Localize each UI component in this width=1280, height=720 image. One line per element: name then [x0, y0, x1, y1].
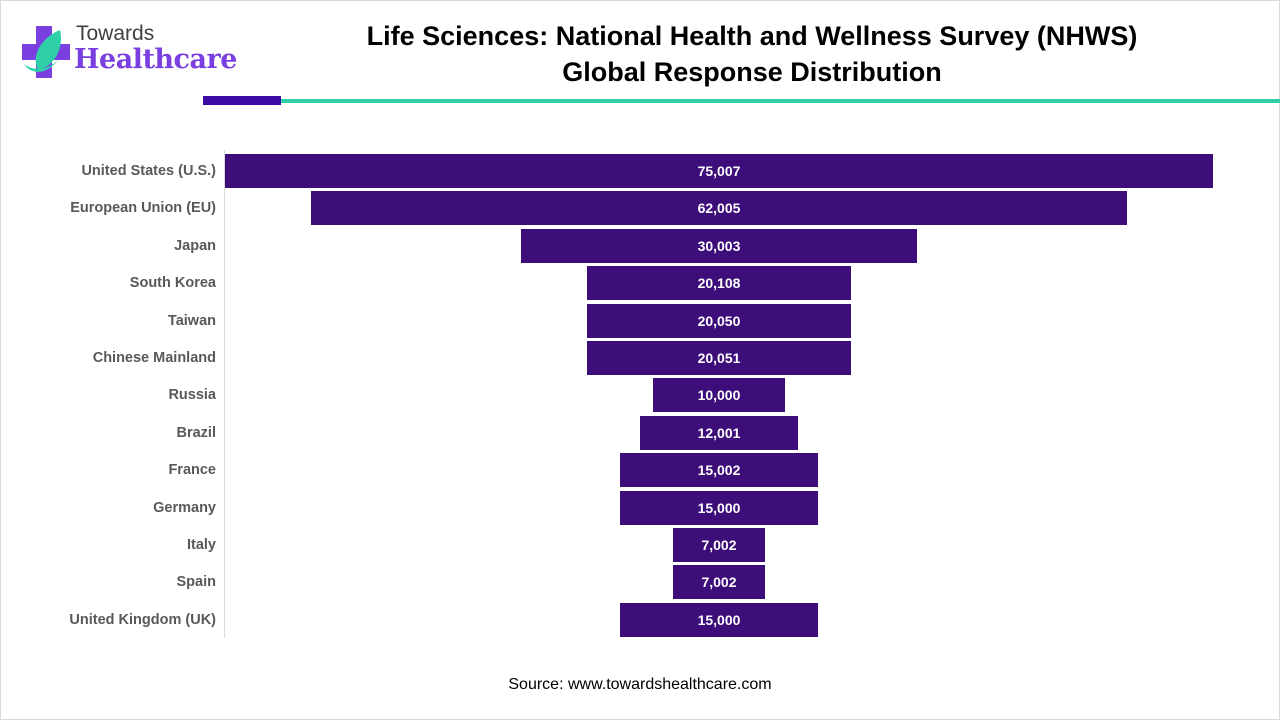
medical-cross-leaf-icon	[22, 26, 70, 78]
bar: 62,005	[310, 191, 1128, 226]
category-axis-line	[224, 150, 225, 638]
data-label: 62,005	[697, 200, 741, 217]
bar: 75,007	[225, 154, 1213, 188]
category-label: Brazil	[176, 424, 217, 441]
chart-title-line-1: Life Sciences: National Health and Welln…	[366, 21, 1138, 51]
title-rule-accent	[203, 96, 281, 105]
category-label: Chinese Mainland	[92, 350, 216, 366]
category-label: Japan	[174, 237, 216, 254]
data-label: 20,050	[697, 312, 741, 329]
data-label: 20,108	[697, 275, 741, 292]
category-label: United States (U.S.)	[81, 163, 216, 179]
logo-text-top: Towards	[76, 22, 155, 45]
data-label: 15,002	[697, 462, 741, 479]
bar: 15,000	[620, 490, 818, 525]
bar: 12,001	[639, 415, 799, 450]
logo: Towards Healthcare	[20, 20, 240, 80]
bar: 30,003	[521, 228, 917, 263]
data-label: 7,002	[701, 574, 737, 591]
category-label: Russia	[168, 387, 216, 404]
data-label: 20,051	[697, 350, 741, 366]
category-label: Germany	[153, 499, 216, 516]
bar: 20,051	[586, 341, 852, 375]
bar: 7,002	[672, 528, 766, 562]
bar: 15,000	[620, 602, 818, 637]
title-rule	[281, 99, 1280, 103]
category-label: France	[168, 462, 216, 479]
source-note: Source: www.towardshealthcare.com	[508, 676, 772, 693]
chart-title-line-2: Global Response Distribution	[562, 57, 942, 87]
category-label: Italy	[186, 537, 216, 553]
category-label: European Union (EU)	[70, 200, 216, 217]
category-label: South Korea	[129, 275, 216, 292]
chart-title: Life Sciences: National Health and Welln…	[300, 18, 1204, 90]
data-label: 75,007	[697, 163, 741, 179]
category-label: United Kingdom (UK)	[69, 611, 216, 628]
data-label: 10,000	[697, 387, 741, 404]
data-label: 15,000	[697, 611, 741, 628]
bar: 15,002	[620, 453, 818, 488]
data-label: 30,003	[697, 237, 741, 254]
data-label: 15,000	[697, 499, 741, 516]
bar: 20,050	[586, 303, 852, 338]
bar: 20,108	[586, 266, 852, 301]
data-label: 12,001	[697, 424, 741, 441]
category-label: Taiwan	[167, 312, 216, 329]
logo-text-main: Healthcare	[74, 44, 237, 75]
bar: 7,002	[672, 565, 766, 600]
category-label: Spain	[176, 574, 216, 591]
data-label: 7,002	[701, 537, 737, 553]
bar: 10,000	[653, 378, 785, 413]
